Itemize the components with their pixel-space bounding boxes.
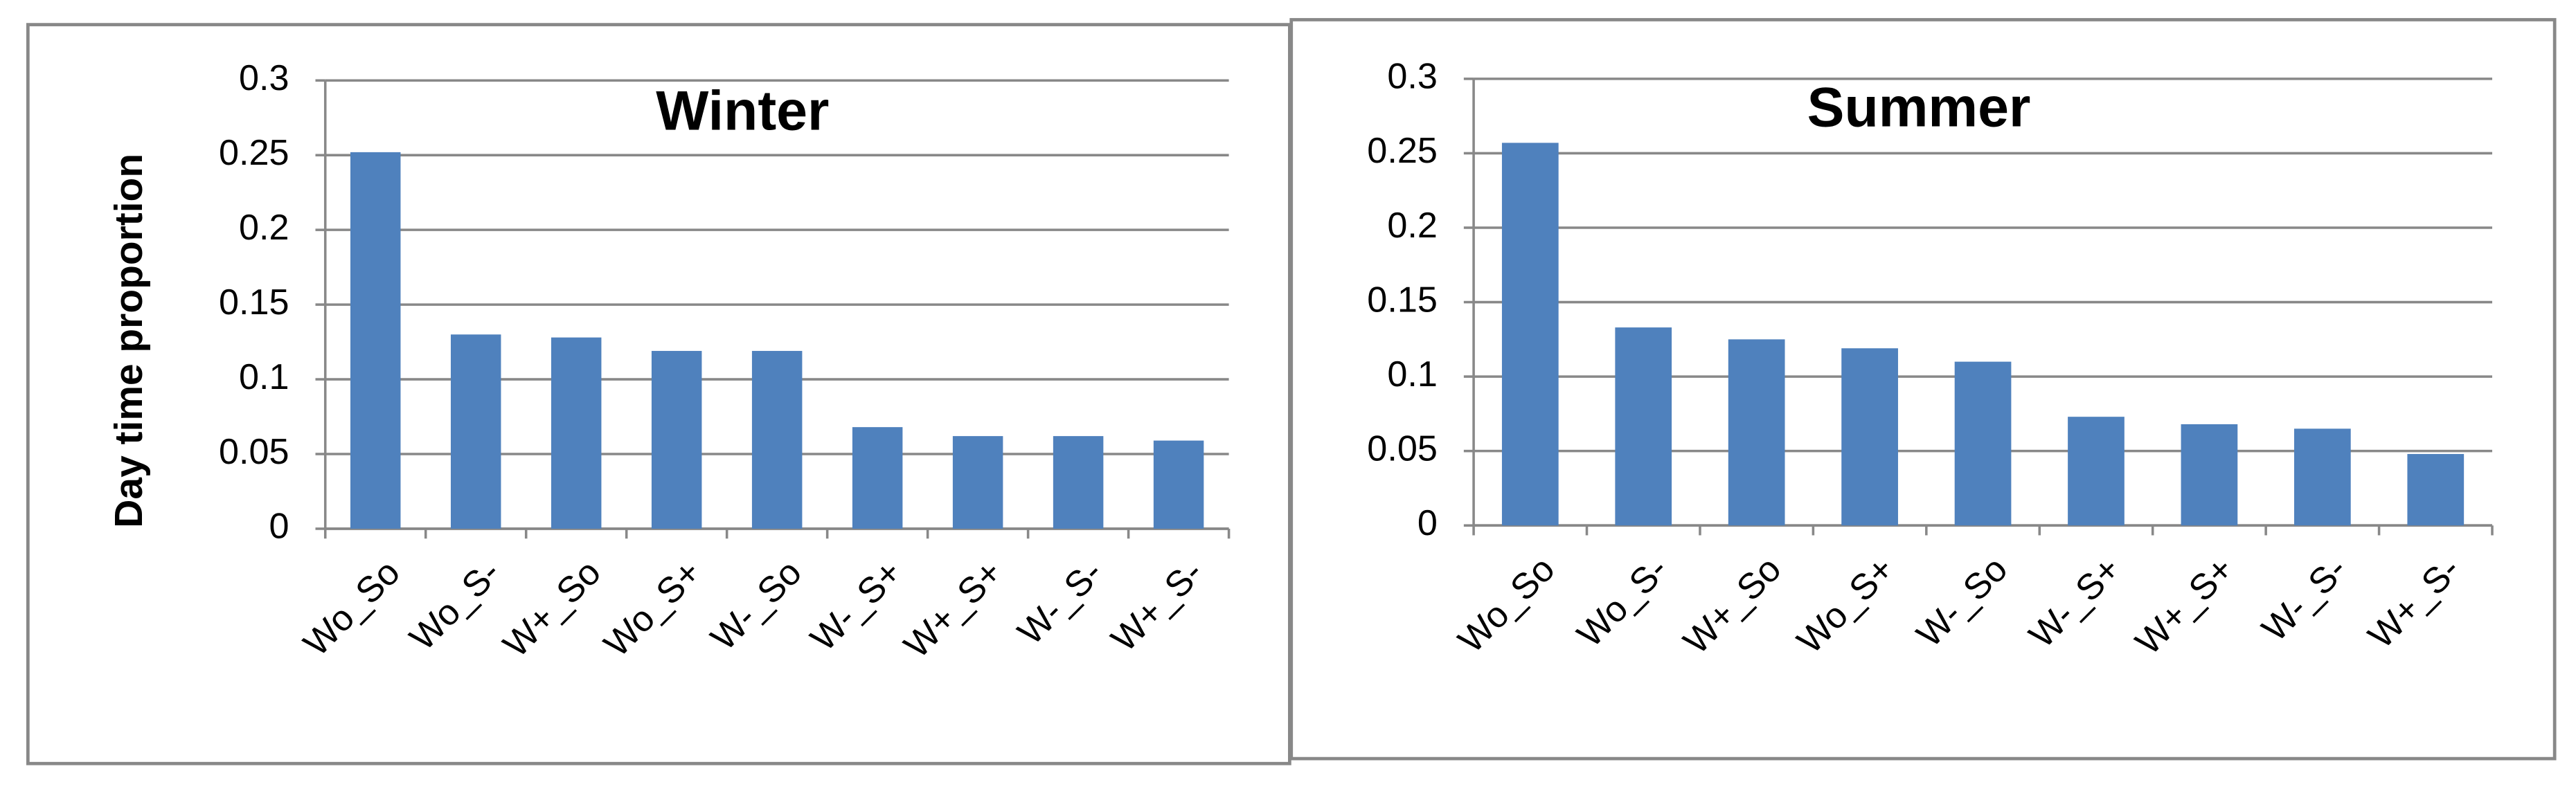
bar [2407,453,2465,526]
y-tick-label: 0.1 [239,357,289,397]
bar [651,351,702,529]
bar [2293,428,2351,526]
bar [2181,424,2238,526]
y-tick-label: 0.25 [1367,131,1438,171]
bar [1053,436,1104,529]
bar [852,427,903,529]
bar [450,334,501,529]
bar [350,152,401,529]
y-tick-label: 0.05 [1367,428,1438,469]
chart-title: Summer [1807,77,2031,139]
panel-border [1289,18,2557,761]
y-tick-label: 0.05 [219,432,289,472]
y-tick-label: 0.3 [239,58,289,98]
bar [1501,143,1559,526]
bar [551,337,602,529]
bar [1841,348,1898,526]
y-tick-label: 0 [269,507,289,547]
bar [1728,339,1785,526]
y-tick-label: 0.3 [1387,57,1438,97]
bar [1954,361,2012,526]
y-tick-label: 0.15 [1367,280,1438,320]
bar [2068,417,2125,526]
bar [1615,327,1672,526]
y-tick-label: 0.25 [219,133,289,173]
bar [952,436,1003,529]
bar [751,351,803,529]
y-tick-label: 0.2 [239,208,289,248]
y-tick-label: 0.2 [1387,206,1438,246]
y-tick-label: 0.1 [1387,354,1438,394]
bar [1153,440,1204,529]
y-axis-label: Day time proportion [107,154,151,528]
chart-title: Winter [656,80,829,142]
y-tick-label: 0.15 [219,282,289,323]
y-tick-label: 0 [1417,503,1438,543]
